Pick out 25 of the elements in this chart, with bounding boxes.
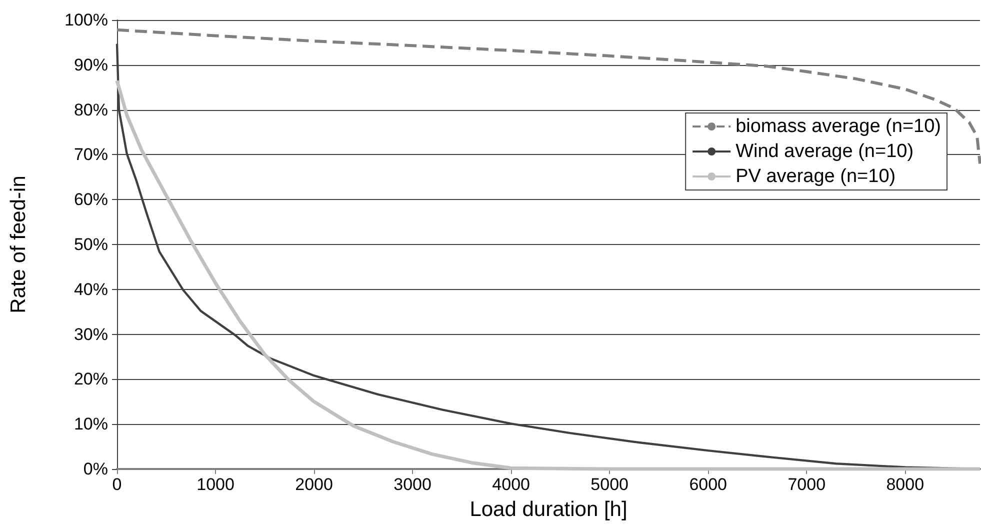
x-tick-label: 6000 xyxy=(689,475,728,494)
y-tick-label: 90% xyxy=(74,55,108,74)
x-tick-label: 1000 xyxy=(196,475,234,494)
legend-label: biomass average (n=10) xyxy=(736,116,942,137)
x-tick-label: 5000 xyxy=(590,475,628,494)
y-tick-label: 70% xyxy=(74,145,108,164)
y-axis-title: Rate of feed-in xyxy=(7,176,30,314)
x-tick-label: 8000 xyxy=(886,475,924,494)
y-tick-label: 80% xyxy=(74,100,108,120)
y-tick-label: 0% xyxy=(83,460,108,478)
x-tick-label: 0 xyxy=(112,475,122,494)
y-tick-label: 40% xyxy=(74,280,108,299)
x-tick-label: 4000 xyxy=(492,475,530,494)
legend-label: PV average (n=10) xyxy=(736,166,896,187)
y-tick-label: 30% xyxy=(74,324,108,344)
y-tick-label: 60% xyxy=(74,190,108,210)
y-tick-label: 50% xyxy=(74,235,108,254)
x-tick-label: 2000 xyxy=(295,475,333,494)
legend-label: Wind average (n=10) xyxy=(736,141,914,162)
x-axis-title: Load duration [h] xyxy=(470,498,628,521)
x-tick-label: 3000 xyxy=(394,475,432,494)
y-tick-label: 10% xyxy=(74,414,108,434)
x-tick-label: 7000 xyxy=(788,475,826,494)
y-tick-label: 100% xyxy=(64,10,108,30)
y-tick-label: 20% xyxy=(74,370,108,389)
